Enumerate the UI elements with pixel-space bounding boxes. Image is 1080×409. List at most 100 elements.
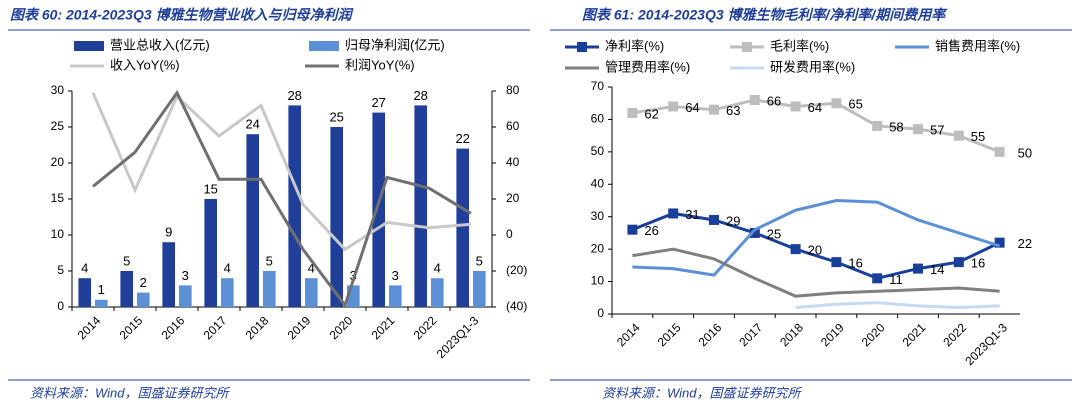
x-tick-label: 2016 <box>159 313 188 342</box>
data-label: 57 <box>930 123 944 138</box>
legend-label: 营业总收入(亿元) <box>110 37 210 52</box>
bar <box>456 148 469 307</box>
marker <box>709 214 719 225</box>
data-label: 64 <box>808 100 822 115</box>
bar <box>95 299 108 307</box>
marker <box>872 120 883 131</box>
x-tick-label: 2021 <box>369 313 398 342</box>
chart-title: 图表 60: 2014-2023Q3 博雅生物营业收入与归母净利润 <box>10 7 355 23</box>
marker <box>913 263 923 274</box>
marker <box>831 257 842 268</box>
y2-tick-label: 60 <box>506 119 520 133</box>
x-tick-label: 2015 <box>655 320 684 349</box>
bar-label: 24 <box>245 117 259 132</box>
data-label: 55 <box>971 129 985 144</box>
y-tick-label: 0 <box>597 306 604 320</box>
y-tick-label: 70 <box>591 79 605 93</box>
data-label: 22 <box>1018 236 1032 251</box>
y-tick-label: 30 <box>591 209 605 223</box>
x-tick-label: 2020 <box>327 313 356 342</box>
data-label: 58 <box>889 119 903 134</box>
data-label: 14 <box>930 262 944 277</box>
data-label: 64 <box>685 100 699 115</box>
x-tick-label: 2014 <box>75 313 104 342</box>
x-tick-label: 2018 <box>243 313 272 342</box>
x-tick-label: 2014 <box>614 320 643 349</box>
bar-label: 4 <box>308 261 315 276</box>
bar-label: 1 <box>98 282 105 297</box>
bar-label: 22 <box>455 131 469 146</box>
marker <box>627 224 638 235</box>
marker <box>749 227 760 238</box>
bar <box>414 105 427 308</box>
series-line <box>632 247 1000 298</box>
y-tick-label: 30 <box>51 83 65 97</box>
bar-label: 3 <box>182 268 189 283</box>
bar <box>137 292 150 307</box>
x-tick-label: 2019 <box>285 313 314 342</box>
legend-swatch <box>74 41 104 51</box>
y2-tick-label: 20 <box>506 191 520 205</box>
bar-label: 5 <box>476 253 483 268</box>
marker <box>668 208 679 219</box>
bar <box>372 112 385 307</box>
marker <box>953 130 964 141</box>
bar-label: 5 <box>266 253 273 268</box>
marker <box>831 98 842 109</box>
marker <box>668 101 679 112</box>
bar-label: 27 <box>371 95 385 110</box>
data-label: 65 <box>848 97 862 112</box>
legend-label: 管理费用率(%) <box>605 59 690 74</box>
bar <box>305 278 318 307</box>
series-line <box>92 89 472 309</box>
legend-label: 研发费用率(%) <box>770 59 855 74</box>
legend-label: 净利率(%) <box>605 38 664 53</box>
bar-label: 28 <box>287 88 301 103</box>
bar <box>120 271 133 307</box>
y-tick-label: 5 <box>57 263 64 277</box>
y-tick-label: 10 <box>51 227 65 241</box>
y-tick-label: 15 <box>51 191 65 205</box>
chart-title: 图表 61: 2014-2023Q3 博雅生物毛利率/净利率/期间费用率 <box>582 7 948 23</box>
marker <box>709 104 719 115</box>
bar-label: 5 <box>123 253 130 268</box>
y-tick-label: 40 <box>591 176 605 190</box>
data-label: 63 <box>726 103 740 118</box>
data-label: 62 <box>644 106 658 121</box>
data-label: 26 <box>644 223 658 238</box>
legend-label: 销售费用率(%) <box>935 38 1020 53</box>
y2-tick-label: 80 <box>506 83 520 97</box>
data-label: 20 <box>808 243 822 258</box>
data-label: 31 <box>685 207 699 222</box>
x-tick-label: 2017 <box>201 313 230 342</box>
bar <box>78 278 91 307</box>
bar-label: 4 <box>81 261 88 276</box>
legend-marker <box>742 42 752 52</box>
data-label: 11 <box>889 272 903 287</box>
data-label: 16 <box>971 256 985 271</box>
x-tick-label: 2019 <box>818 320 847 349</box>
data-label: 29 <box>726 213 740 228</box>
bar-label: 3 <box>392 268 399 283</box>
x-tick-label: 2017 <box>736 320 765 349</box>
data-label: 16 <box>848 256 862 271</box>
data-label: 25 <box>767 226 781 241</box>
y-tick-label: 50 <box>591 144 605 158</box>
y-tick-label: 20 <box>591 241 605 255</box>
marker <box>913 124 923 135</box>
legend-swatch <box>309 41 339 51</box>
x-tick-label: 2020 <box>859 320 888 349</box>
marker <box>790 101 801 112</box>
bar-label: 4 <box>224 261 231 276</box>
source-note: 资料来源：Wind，国盛证券研究所 <box>30 385 231 400</box>
marker <box>790 244 801 255</box>
x-tick-label: 2023Q1-3 <box>962 320 1010 368</box>
x-tick-label: 2015 <box>117 313 146 342</box>
marker <box>994 237 1005 248</box>
x-tick-label: 2021 <box>900 320 929 349</box>
series-line <box>795 301 1000 310</box>
bar-label: 2 <box>140 275 147 290</box>
bar <box>389 285 402 307</box>
y2-tick-label: (20) <box>506 263 527 277</box>
